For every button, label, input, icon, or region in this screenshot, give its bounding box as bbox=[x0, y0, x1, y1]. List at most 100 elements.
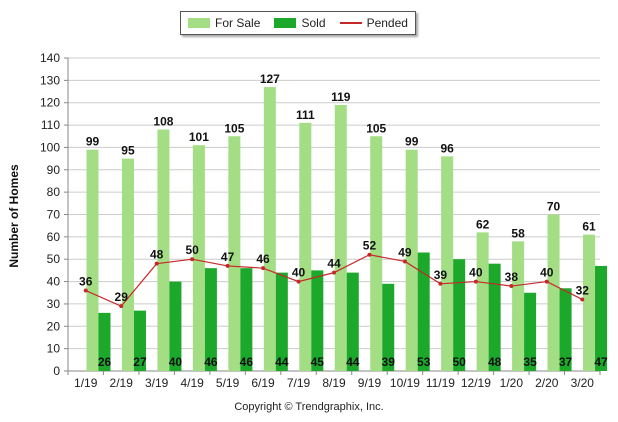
data-label-sold: 27 bbox=[133, 355, 147, 369]
data-label-for-sale: 119 bbox=[331, 90, 351, 104]
data-label-sold: 48 bbox=[488, 355, 502, 369]
x-tick-label: 9/19 bbox=[358, 376, 382, 390]
bar-sold bbox=[595, 265, 608, 371]
data-label-for-sale: 127 bbox=[260, 72, 280, 86]
y-tick-label: 130 bbox=[40, 73, 60, 87]
y-tick-label: 50 bbox=[47, 252, 61, 266]
point-pended bbox=[367, 252, 372, 257]
bar-sold bbox=[311, 270, 324, 371]
data-label-sold: 35 bbox=[523, 355, 537, 369]
data-label-pended: 47 bbox=[221, 250, 235, 264]
data-label-for-sale: 99 bbox=[405, 135, 419, 149]
bar-sold bbox=[524, 292, 537, 371]
data-label-for-sale: 101 bbox=[189, 130, 209, 144]
legend-label-sold: Sold bbox=[301, 16, 326, 30]
data-label-pended: 32 bbox=[576, 283, 590, 297]
data-label-for-sale: 58 bbox=[511, 226, 525, 240]
x-tick-label: 11/19 bbox=[426, 376, 455, 390]
y-tick-label: 0 bbox=[53, 364, 60, 378]
bar-for-sale bbox=[228, 136, 241, 371]
bar-for-sale bbox=[583, 234, 596, 371]
data-label-sold: 44 bbox=[346, 355, 360, 369]
bar-for-sale bbox=[263, 87, 276, 372]
bar-for-sale bbox=[370, 136, 383, 371]
point-pended bbox=[438, 281, 443, 286]
data-label-for-sale: 105 bbox=[224, 121, 244, 135]
data-label-pended: 40 bbox=[540, 266, 554, 280]
data-label-for-sale: 99 bbox=[86, 135, 100, 149]
point-pended bbox=[225, 263, 230, 268]
data-label-sold: 39 bbox=[382, 355, 396, 369]
point-pended bbox=[296, 279, 301, 284]
x-tick-label: 4/19 bbox=[180, 376, 204, 390]
data-label-pended: 48 bbox=[150, 248, 164, 262]
x-tick-label: 2/20 bbox=[535, 376, 559, 390]
y-tick-label: 90 bbox=[47, 163, 61, 177]
point-pended bbox=[261, 266, 266, 271]
y-tick-label: 80 bbox=[47, 185, 61, 199]
bar-for-sale bbox=[157, 129, 170, 371]
x-tick-label: 5/19 bbox=[216, 376, 240, 390]
data-label-pended: 36 bbox=[79, 275, 93, 289]
y-tick-label: 60 bbox=[47, 230, 61, 244]
x-tick-label: 3/20 bbox=[571, 376, 595, 390]
bar-sold bbox=[98, 312, 111, 371]
x-tick-label: 6/19 bbox=[251, 376, 275, 390]
data-label-for-sale: 96 bbox=[440, 141, 454, 155]
data-label-sold: 45 bbox=[311, 355, 325, 369]
y-tick-label: 10 bbox=[47, 342, 61, 356]
y-tick-label: 110 bbox=[41, 118, 60, 132]
data-label-for-sale: 62 bbox=[476, 217, 490, 231]
legend-swatch-sold bbox=[274, 18, 297, 28]
data-label-pended: 49 bbox=[398, 245, 412, 259]
legend-item-sold: Sold bbox=[274, 16, 326, 30]
data-label-sold: 46 bbox=[204, 355, 218, 369]
point-pended bbox=[119, 304, 124, 309]
data-label-sold: 44 bbox=[275, 355, 289, 369]
point-pended bbox=[332, 270, 336, 275]
data-label-for-sale: 70 bbox=[547, 200, 561, 214]
y-tick-label: 140 bbox=[40, 51, 60, 65]
x-tick-label: 3/19 bbox=[145, 376, 169, 390]
data-label-for-sale: 61 bbox=[582, 220, 596, 234]
bar-sold bbox=[417, 252, 430, 371]
chart-legend: For Sale Sold Pended bbox=[180, 11, 416, 35]
y-tick-label: 70 bbox=[47, 208, 61, 222]
data-label-pended: 40 bbox=[469, 266, 483, 280]
bar-sold bbox=[133, 310, 146, 371]
data-label-for-sale: 105 bbox=[366, 121, 386, 135]
x-tick-label: 10/19 bbox=[390, 376, 420, 390]
bar-for-sale bbox=[405, 149, 418, 371]
bar-sold bbox=[169, 281, 182, 371]
bar-sold bbox=[453, 259, 466, 371]
data-label-pended: 50 bbox=[185, 243, 199, 257]
bar-sold bbox=[275, 272, 288, 371]
data-label-pended: 46 bbox=[256, 252, 270, 266]
data-label-pended: 40 bbox=[292, 266, 306, 280]
bar-sold bbox=[559, 288, 572, 371]
x-tick-label: 12/19 bbox=[461, 376, 491, 390]
point-pended bbox=[83, 288, 88, 293]
data-label-for-sale: 108 bbox=[153, 115, 173, 129]
legend-swatch-for-sale bbox=[188, 18, 211, 28]
data-label-sold: 26 bbox=[98, 355, 112, 369]
data-label-sold: 50 bbox=[452, 355, 466, 369]
data-label-for-sale: 111 bbox=[296, 108, 315, 122]
bar-for-sale bbox=[299, 122, 312, 371]
legend-label-pended: Pended bbox=[366, 16, 408, 30]
bar-for-sale bbox=[476, 232, 489, 371]
y-tick-label: 40 bbox=[47, 275, 61, 289]
data-label-sold: 46 bbox=[240, 355, 254, 369]
point-pended bbox=[544, 279, 549, 284]
point-pended bbox=[580, 297, 585, 302]
data-label-pended: 52 bbox=[363, 239, 377, 253]
y-tick-label: 30 bbox=[47, 297, 61, 311]
bar-for-sale bbox=[441, 156, 454, 371]
data-label-for-sale: 95 bbox=[121, 144, 135, 158]
legend-label-for-sale: For Sale bbox=[215, 16, 261, 30]
bar-for-sale bbox=[512, 241, 525, 371]
bar-for-sale bbox=[86, 149, 99, 371]
bar-for-sale bbox=[121, 158, 134, 371]
point-pended bbox=[509, 284, 514, 289]
